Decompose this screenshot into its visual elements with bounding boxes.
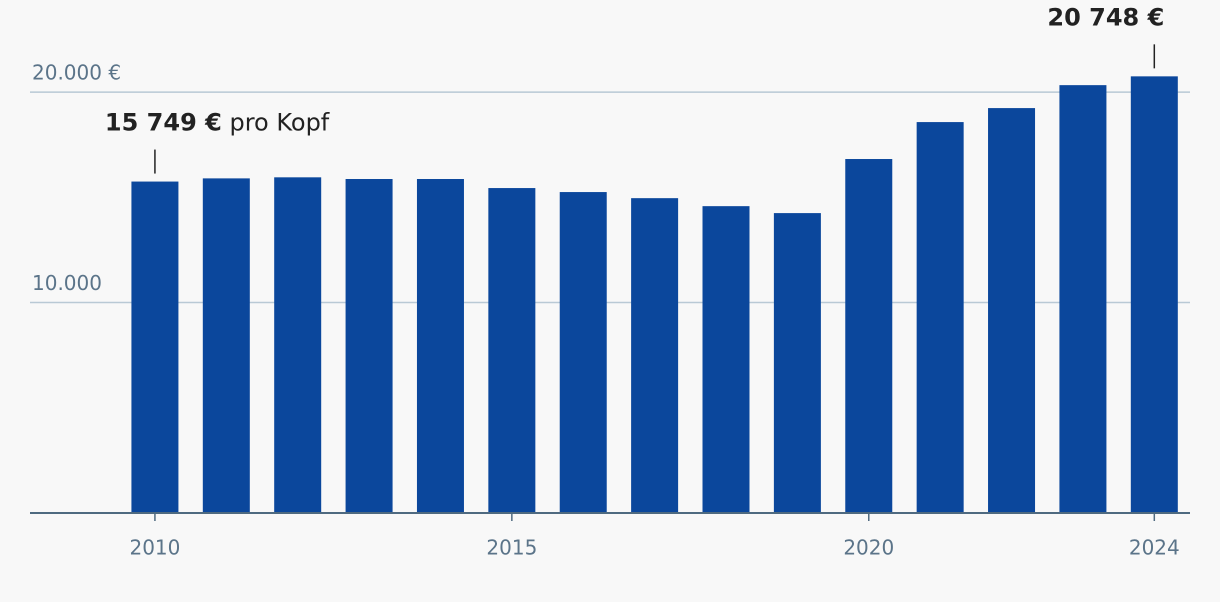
- x-tick-label: 2024: [1129, 536, 1180, 560]
- x-tick-label: 2010: [129, 536, 180, 560]
- bar: [131, 181, 179, 514]
- bar: [1059, 85, 1107, 514]
- x-tick-label: 2020: [843, 536, 894, 560]
- bar: [773, 213, 821, 513]
- bar: [916, 122, 964, 513]
- bar: [559, 192, 607, 513]
- bar: [1130, 76, 1178, 513]
- y-tick-label: 20.000 €: [32, 61, 121, 85]
- annotation-text: pro Kopf: [222, 109, 330, 137]
- bar: [988, 108, 1036, 514]
- bar: [702, 206, 750, 513]
- bar: [345, 179, 393, 513]
- bar: [488, 188, 536, 514]
- annotation: 20 748 €: [1047, 3, 1164, 31]
- bar: [274, 177, 322, 513]
- bar: [845, 159, 893, 514]
- x-tick-label: 2015: [486, 536, 537, 560]
- bar: [416, 179, 464, 513]
- y-tick-label: 10.000: [32, 271, 102, 295]
- bar: [631, 198, 679, 513]
- value-label: 15 749 €: [105, 109, 222, 137]
- annotation: 15 749 € pro Kopf: [105, 109, 330, 137]
- bar: [202, 178, 250, 514]
- value-label: 20 748 €: [1047, 3, 1164, 31]
